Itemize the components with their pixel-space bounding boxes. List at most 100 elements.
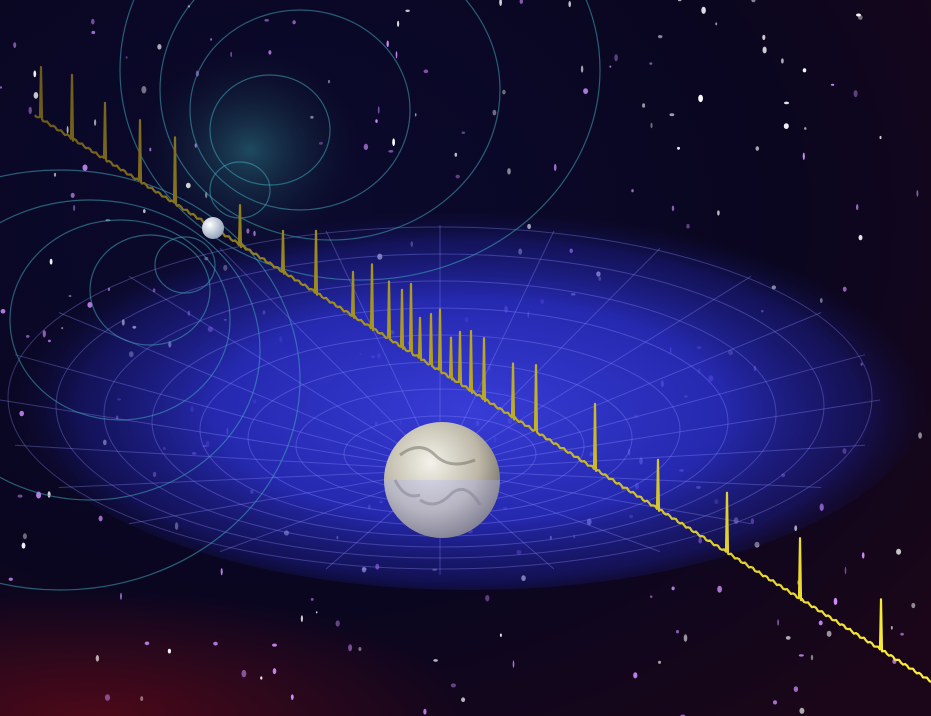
star (858, 15, 863, 20)
star (13, 42, 17, 48)
star (784, 101, 789, 105)
star (781, 58, 784, 64)
white-dwarf-texture (393, 446, 482, 506)
field-line (9, 219, 231, 421)
star (454, 152, 458, 157)
star (715, 22, 718, 26)
star (392, 138, 395, 146)
star (583, 88, 589, 94)
star (900, 632, 904, 636)
star (650, 122, 653, 129)
field-line (0, 169, 301, 591)
star (896, 548, 902, 555)
field-line (89, 234, 211, 346)
star (777, 619, 779, 626)
grid-ring (7, 226, 873, 570)
white-dwarf-disk-overlay (384, 480, 500, 538)
field-line (0, 199, 261, 501)
star (292, 20, 296, 25)
star (0, 86, 2, 89)
star (911, 602, 916, 609)
star (717, 210, 720, 216)
pulse-trace (34, 65, 931, 684)
star (264, 19, 270, 22)
star (461, 131, 466, 134)
star (21, 542, 26, 549)
star (649, 62, 653, 65)
star (450, 683, 456, 688)
star (104, 694, 111, 701)
star (141, 86, 147, 94)
star (650, 595, 653, 598)
star (144, 641, 150, 646)
star (826, 630, 832, 637)
star (143, 209, 146, 214)
star (830, 83, 835, 86)
star (397, 20, 400, 27)
star (157, 44, 162, 50)
star (140, 696, 144, 701)
star (678, 0, 682, 2)
star (98, 515, 103, 522)
star (502, 89, 506, 95)
grid-spoke (0, 399, 441, 471)
star (91, 18, 95, 25)
star (335, 620, 340, 627)
star (73, 204, 76, 212)
star (762, 46, 767, 54)
star (33, 92, 39, 99)
pulsar-glow (140, 50, 360, 250)
star (818, 620, 823, 626)
grid-spoke (439, 444, 866, 471)
star (844, 566, 847, 575)
star (671, 586, 675, 591)
star (310, 598, 314, 601)
grid-ring (103, 280, 777, 548)
star (210, 38, 213, 41)
grid-spoke (439, 275, 752, 471)
grid-spoke (14, 444, 441, 471)
star (499, 633, 502, 637)
star (272, 668, 277, 675)
star (890, 626, 893, 630)
star (614, 54, 618, 62)
star (658, 35, 663, 39)
star (433, 659, 438, 662)
star (290, 694, 294, 700)
star (461, 697, 466, 702)
field-line (154, 236, 216, 294)
star (810, 654, 814, 661)
star (879, 135, 882, 140)
star (609, 65, 612, 68)
star (799, 707, 805, 714)
star (28, 106, 32, 115)
star (853, 90, 858, 98)
star (213, 641, 218, 646)
grid-spoke (439, 312, 822, 471)
field-line (159, 0, 501, 241)
star (677, 146, 680, 150)
star (717, 585, 722, 593)
star (642, 103, 646, 108)
pulse-profile (34, 65, 931, 684)
star (671, 205, 675, 212)
star (94, 119, 97, 126)
star (375, 119, 378, 123)
star (220, 568, 223, 576)
star (120, 592, 122, 600)
star (414, 113, 417, 117)
star (507, 168, 511, 175)
white-dwarf (384, 422, 500, 538)
magnetic-field-lines (0, 0, 601, 591)
star (580, 65, 584, 73)
star (66, 126, 69, 134)
grid-spoke (439, 354, 866, 471)
star (8, 577, 13, 581)
star (833, 597, 838, 606)
star (856, 204, 859, 211)
star (423, 708, 427, 715)
star (47, 491, 51, 498)
star (95, 655, 100, 662)
